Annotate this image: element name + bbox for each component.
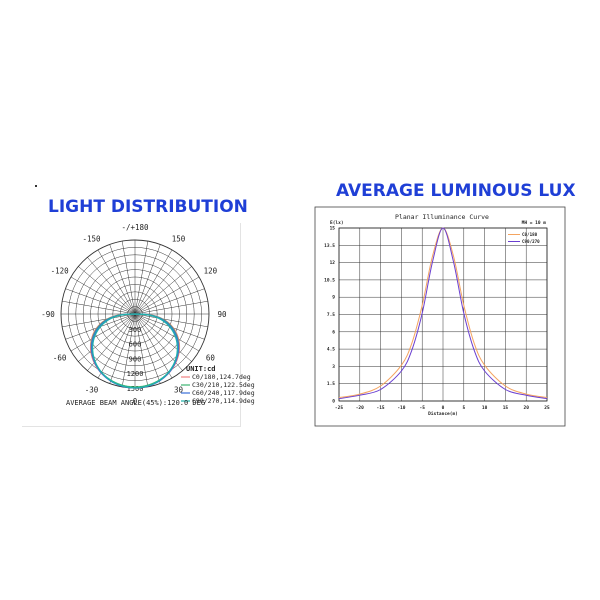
illuminance-x-tick-label: 0 <box>442 405 445 411</box>
polar-angle-label: 30 <box>174 385 184 394</box>
illuminance-legend-entry: C0/180 <box>522 232 538 237</box>
polar-grid-spoke <box>87 257 136 315</box>
polar-grid-spoke <box>134 276 200 315</box>
polar-radial-tick-label: 1500 <box>127 385 144 393</box>
polar-angle-label: -90 <box>41 310 55 319</box>
polar-radial-tick-label: 300 <box>129 326 142 334</box>
illuminance-x-tick-label: 5 <box>462 405 465 411</box>
polar-footer-text: AVERAGE BEAM ANGLE(45%):120.0 DEG <box>66 399 205 407</box>
polar-grid-spoke <box>134 244 161 315</box>
polar-legend-entry: C30/210,122.5deg <box>192 381 255 389</box>
illuminance-legend-entry: C90/270 <box>522 239 540 244</box>
polar-legend-entry: C90/270,114.9deg <box>192 397 255 405</box>
illuminance-corner-note: MH = 10 m <box>522 220 547 226</box>
polar-grid-spoke <box>134 313 149 387</box>
light-distribution-heading: LIGHT DISTRIBUTION <box>48 197 248 217</box>
polar-grid-spoke <box>97 249 136 315</box>
average-luminous-lux-heading: AVERAGE LUMINOUS LUX <box>336 181 576 201</box>
illuminance-y-tick-label: 0 <box>332 399 335 405</box>
polar-legend-entry: C60/240,117.9deg <box>192 389 255 397</box>
polar-grid-spoke <box>134 313 192 362</box>
polar-grid-spoke <box>78 266 136 315</box>
illuminance-x-axis-label: Distance(m) <box>428 411 458 417</box>
illuminance-y-tick-label: 9 <box>332 295 335 301</box>
polar-panel-frame <box>22 223 241 427</box>
polar-angle-label: 120 <box>204 267 218 276</box>
illuminance-x-tick-label: -5 <box>419 405 425 411</box>
illuminance-y-tick-label: 3 <box>332 364 335 370</box>
polar-angle-label: -120 <box>51 267 70 276</box>
illuminance-x-tick-label: -15 <box>377 405 385 411</box>
illuminance-chart-title: Planar Illuminance Curve <box>395 213 489 221</box>
polar-series-curve <box>91 313 179 389</box>
polar-grid-spoke <box>109 244 136 315</box>
polar-angle-label: 60 <box>206 354 216 363</box>
polar-radial-tick-label: 600 <box>129 341 142 349</box>
illuminance-grid <box>338 227 548 402</box>
stray-dot <box>35 185 37 187</box>
polar-grid-spoke <box>134 313 161 384</box>
polar-angle-label: -150 <box>82 235 101 244</box>
polar-angle-label: 90 <box>217 310 227 319</box>
illuminance-x-tick-label: 25 <box>544 405 550 411</box>
polar-grid-spoke <box>78 313 136 362</box>
polar-grid-spoke <box>134 313 200 352</box>
polar-grid-spoke <box>65 288 136 315</box>
polar-grid-spoke <box>62 313 136 328</box>
illuminance-chart-frame <box>314 206 566 427</box>
polar-grid-spoke <box>134 288 205 315</box>
polar-grid-spoke <box>70 313 136 352</box>
illuminance-y-tick-label: 10.5 <box>324 277 335 283</box>
polar-angle-label: -30 <box>85 385 99 394</box>
polar-legend-entry: C0/180,124.7deg <box>192 373 251 381</box>
illuminance-y-tick-label: 12 <box>330 260 336 266</box>
illuminance-x-tick-label: -10 <box>397 405 405 411</box>
polar-grid-spoke <box>109 313 136 384</box>
illuminance-x-tick-label: -25 <box>335 405 343 411</box>
illuminance-series-line <box>338 227 548 400</box>
polar-grid-spoke <box>121 313 136 387</box>
illuminance-x-tick-label: 20 <box>523 405 529 411</box>
polar-grid-spoke <box>97 313 136 379</box>
illuminance-y-tick-label: 6 <box>332 329 335 335</box>
polar-grid-spoke <box>134 313 208 328</box>
polar-grid-spoke <box>134 257 183 315</box>
polar-angle-label: 0 <box>133 397 138 406</box>
polar-grid-spoke <box>134 300 208 315</box>
polar-grid-spoke <box>134 313 173 379</box>
polar-unit-label: UNIT:cd <box>186 365 216 373</box>
polar-angle-label: -/+180 <box>121 223 149 232</box>
illuminance-y-tick-label: 15 <box>330 226 336 232</box>
polar-radial-tick-label: 900 <box>129 355 142 363</box>
illuminance-y-tick-label: 7.5 <box>327 312 335 318</box>
illuminance-x-tick-label: -20 <box>356 405 364 411</box>
polar-angle-label: 150 <box>172 235 186 244</box>
polar-grid-spoke <box>134 266 192 315</box>
polar-grid-spoke <box>134 241 149 315</box>
polar-grid-spoke <box>134 249 173 315</box>
polar-grid-spoke <box>121 241 136 315</box>
illuminance-x-tick-label: 15 <box>503 405 509 411</box>
polar-angle-label: -60 <box>53 354 67 363</box>
illuminance-y-tick-label: 1.5 <box>327 381 335 387</box>
polar-radial-tick-label: 1200 <box>127 370 144 378</box>
illuminance-y-tick-label: 4.5 <box>327 347 335 353</box>
polar-grid-spoke <box>62 300 136 315</box>
illuminance-y-axis-label: E(lx) <box>330 220 344 226</box>
polar-grid-spoke <box>70 276 136 315</box>
illuminance-x-tick-label: 10 <box>482 405 488 411</box>
illuminance-y-tick-label: 13.5 <box>324 243 335 249</box>
